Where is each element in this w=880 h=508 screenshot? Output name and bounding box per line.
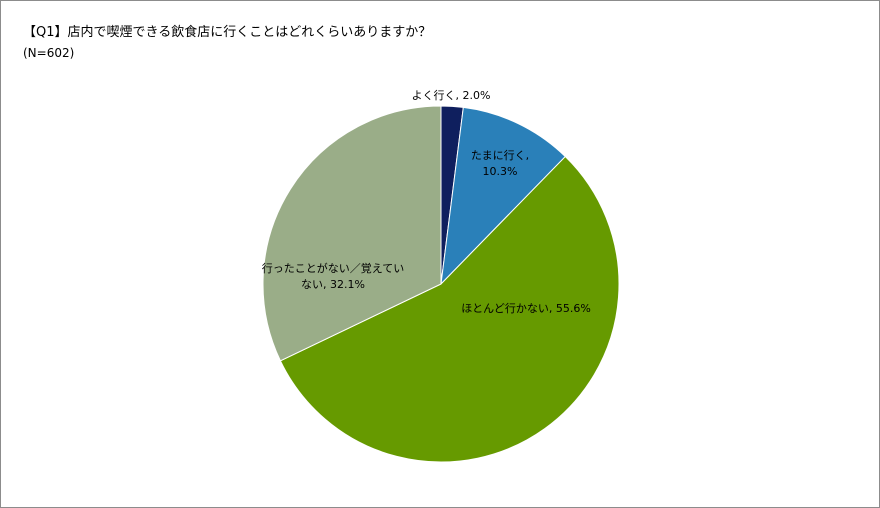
chart-subtitle: (N=602) (23, 46, 75, 60)
slice-value: 10.3% (482, 165, 518, 178)
chart-title: 【Q1】店内で喫煙できる飲食店に行くことはどれくらいありますか？ (23, 25, 432, 40)
slice-name: ほとんど行かない, (461, 302, 553, 315)
pie-slice (279, 155, 620, 463)
slice-name: よく行く, (411, 89, 460, 102)
slice-name: たまに行く, (470, 149, 530, 162)
data-label: よく行く, 2.0% (396, 88, 506, 104)
slice-value: 55.6% (555, 302, 591, 315)
data-label: ほとんど行かない, 55.6% (441, 301, 611, 317)
data-label: 行ったことがない／覚えていない, 32.1% (258, 261, 408, 293)
data-label: たまに行く, 10.3% (464, 148, 536, 180)
slice-value: 32.1% (330, 278, 365, 291)
slice-name: 行ったことがない／覚えていない, (261, 262, 405, 291)
slice-value: 2.0% (462, 89, 491, 102)
pie-slice (440, 106, 566, 286)
pie-slice (262, 105, 442, 362)
